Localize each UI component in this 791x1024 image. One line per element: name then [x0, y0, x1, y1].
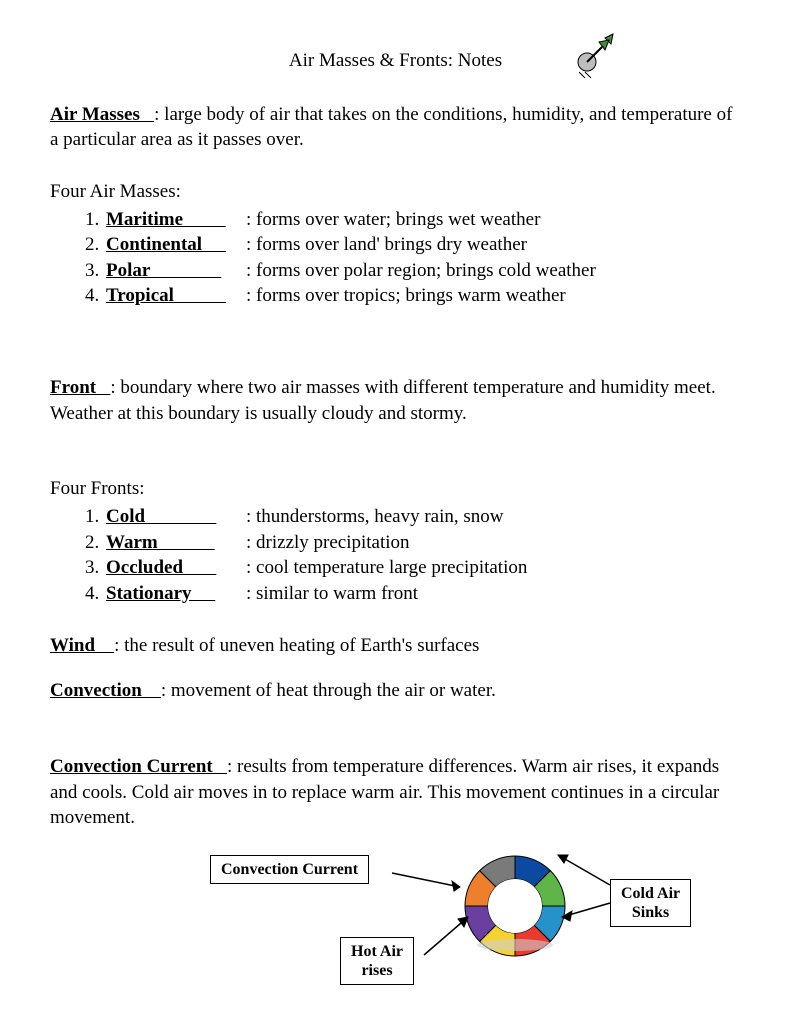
front-item: Occluded : cool temperature large precip… [104, 555, 741, 581]
front-item: Warm : drizzly precipitation [104, 530, 741, 556]
arrow-convection-to-ring [390, 867, 470, 897]
front-item: Cold : thunderstorms, heavy rain, snow [104, 504, 741, 530]
wind-definition: Wind : the result of uneven heating of E… [50, 633, 741, 659]
arrow-hot-to-ring [420, 911, 480, 961]
def-text: : movement of heat through the air or wa… [161, 680, 496, 701]
air-mass-item: Maritime : forms over water; brings wet … [104, 207, 741, 233]
term-convection-current: Convection Current [50, 756, 227, 777]
def-text: : boundary where two air masses with dif… [50, 377, 716, 424]
box-hot-air: Hot Airrises [340, 937, 414, 985]
term-front: Front [50, 377, 110, 398]
front-desc: : drizzly precipitation [246, 532, 410, 553]
front-name: Warm [106, 530, 246, 556]
front-name: Cold [106, 504, 246, 530]
def-text: : the result of uneven heating of Earth'… [114, 635, 479, 656]
air-mass-name: Tropical [106, 283, 246, 309]
weather-icon [575, 32, 621, 86]
front-definition: Front : boundary where two air masses wi… [50, 375, 741, 426]
air-mass-desc: : forms over polar region; brings cold w… [246, 260, 596, 281]
four-air-masses-heading: Four Air Masses: [50, 179, 741, 205]
convection-definition: Convection : movement of heat through th… [50, 678, 741, 704]
arrow-cold-bottom [556, 897, 616, 927]
convection-diagram: Convection Current Hot Airrises Cold Air… [50, 837, 741, 1007]
page-title: Air Masses & Fronts: Notes [289, 48, 502, 74]
air-mass-name: Polar [106, 258, 246, 284]
term-convection: Convection [50, 680, 161, 701]
front-name: Occluded [106, 555, 246, 581]
air-mass-item: Continental : forms over land' brings dr… [104, 232, 741, 258]
air-mass-name: Maritime [106, 207, 246, 233]
air-mass-item: Polar : forms over polar region; brings … [104, 258, 741, 284]
air-mass-list: Maritime : forms over water; brings wet … [104, 207, 741, 310]
front-item: Stationary : similar to warm front [104, 581, 741, 607]
term-wind: Wind [50, 635, 114, 656]
air-mass-name: Continental [106, 232, 246, 258]
arrow-cold-top [552, 849, 616, 893]
term-air-masses: Air Masses [50, 104, 154, 125]
front-desc: : thunderstorms, heavy rain, snow [246, 506, 504, 527]
air-mass-desc: : forms over tropics; brings warm weathe… [246, 285, 566, 306]
front-desc: : cool temperature large precipitation [246, 557, 527, 578]
box-convection-current: Convection Current [210, 855, 369, 884]
air-mass-desc: : forms over land' brings dry weather [246, 234, 527, 255]
four-fronts-heading: Four Fronts: [50, 476, 741, 502]
front-list: Cold : thunderstorms, heavy rain, snowWa… [104, 504, 741, 607]
box-cold-air: Cold AirSinks [610, 879, 691, 927]
air-mass-desc: : forms over water; brings wet weather [246, 209, 540, 230]
air-masses-definition: Air Masses : large body of air that take… [50, 102, 741, 153]
convection-current-definition: Convection Current : results from temper… [50, 754, 741, 831]
front-desc: : similar to warm front [246, 583, 418, 604]
air-mass-item: Tropical : forms over tropics; brings wa… [104, 283, 741, 309]
front-name: Stationary [106, 581, 246, 607]
